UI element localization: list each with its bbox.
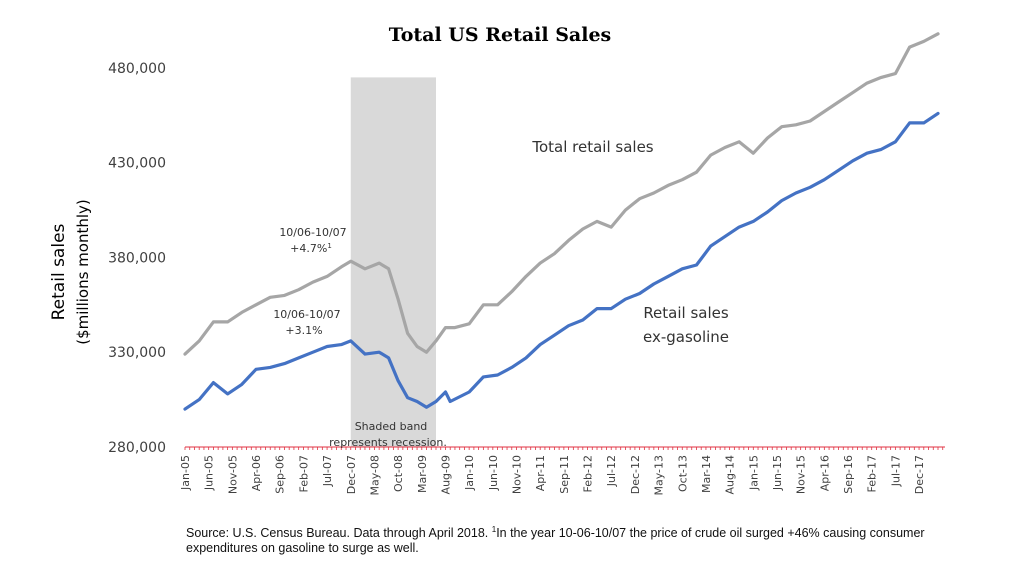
x-tick-label: Jul-07 bbox=[321, 455, 334, 487]
x-tick-label: Jan-10 bbox=[463, 455, 476, 491]
x-tick-label: Feb-17 bbox=[866, 455, 879, 492]
y-axis-label-group: Retail sales ($millions monthly) bbox=[49, 199, 92, 345]
axis-layer: 480,000 430,000 380,000 330,000 280,000 Jan-0… bbox=[108, 61, 945, 496]
y-tick-label: 380,000 bbox=[108, 250, 166, 266]
annotation-exgas-change: +3.1% bbox=[285, 324, 322, 337]
x-tick-label: Feb-12 bbox=[582, 455, 595, 492]
x-tick-label: Jul-12 bbox=[605, 455, 618, 487]
x-tick-label: Aug-09 bbox=[439, 455, 452, 494]
annotation-total-change: +4.7%1 bbox=[290, 242, 332, 255]
x-tick-label: Dec-07 bbox=[345, 455, 358, 494]
chart-svg: Total US Retail Sales Retail sales ($mil… bbox=[49, 24, 945, 496]
source-note-prefix: Source: U.S. Census Bureau. Data through… bbox=[186, 526, 492, 541]
y-tick-label: 430,000 bbox=[108, 156, 166, 172]
y-tick-label: 480,000 bbox=[108, 61, 166, 77]
annotation-total-change-value: +4.7% bbox=[290, 242, 327, 255]
x-tick-label: Mar-14 bbox=[700, 455, 713, 493]
x-tick-label: Mar-09 bbox=[416, 455, 429, 493]
x-tick-label: Dec-17 bbox=[913, 455, 926, 494]
x-tick-label: Jul-17 bbox=[889, 455, 902, 487]
y-axis-label: Retail sales bbox=[49, 223, 69, 320]
y-tick-label: 330,000 bbox=[108, 345, 166, 361]
annotation-total-footnote: 1 bbox=[327, 242, 331, 250]
x-tick-label: Nov-05 bbox=[226, 455, 239, 494]
x-tick-label: Sep-06 bbox=[274, 455, 287, 494]
x-tick-label: Sep-16 bbox=[842, 455, 855, 494]
x-tick-label: Nov-15 bbox=[795, 455, 808, 494]
x-tick-label: Jan-05 bbox=[179, 455, 192, 491]
x-tick-label: Apr-06 bbox=[250, 455, 263, 491]
y-tick-label: 280,000 bbox=[108, 440, 166, 456]
recession-band bbox=[350, 77, 436, 448]
series-line-total-retail-sales bbox=[183, 32, 940, 356]
series-label-total: Total retail sales bbox=[531, 138, 653, 156]
x-tick-label: Jun-05 bbox=[203, 455, 216, 491]
recession-layer bbox=[350, 77, 436, 448]
source-note-footnote-marker: 1 bbox=[491, 525, 497, 534]
x-tick-label: Oct-13 bbox=[676, 455, 689, 492]
series-layer bbox=[183, 32, 940, 411]
x-tick-label: Oct-08 bbox=[392, 455, 405, 492]
x-tick-label: Jun-10 bbox=[487, 455, 500, 491]
series-label-exgas-line1: Retail sales bbox=[643, 304, 729, 322]
x-tick-label: Jun-15 bbox=[771, 455, 784, 491]
recession-label-line1: Shaded band bbox=[355, 420, 428, 433]
x-tick-label: Dec-12 bbox=[629, 455, 642, 494]
x-tick-label: Jan-15 bbox=[747, 455, 760, 491]
chart-title: Total US Retail Sales bbox=[389, 24, 612, 46]
source-note-text: In the year 10-06-10/07 the price of cru… bbox=[186, 526, 925, 556]
y-axis-sublabel: ($millions monthly) bbox=[74, 199, 92, 345]
x-tick-label: Apr-16 bbox=[818, 455, 831, 491]
x-tick-label: Sep-11 bbox=[558, 455, 571, 494]
x-tick-label: May-08 bbox=[368, 455, 381, 496]
x-tick-label: Apr-11 bbox=[534, 455, 547, 491]
source-note: Source: U.S. Census Bureau. Data through… bbox=[186, 522, 966, 556]
label-layer: Total retail sales Retail sales ex-gasol… bbox=[273, 138, 729, 449]
annotation-total-range: 10/06-10/07 bbox=[279, 226, 346, 239]
series-label-exgas-line2: ex-gasoline bbox=[643, 328, 729, 346]
x-tick-label: Aug-14 bbox=[724, 455, 737, 494]
annotation-exgas-range: 10/06-10/07 bbox=[273, 308, 340, 321]
series-line-retail-sales-ex-gasoline bbox=[183, 111, 940, 411]
x-tick-label: Nov-10 bbox=[511, 455, 524, 494]
recession-label-line2: represents recession. bbox=[329, 436, 447, 449]
x-tick-label: Feb-07 bbox=[297, 455, 310, 492]
x-tick-label: May-13 bbox=[653, 455, 666, 496]
